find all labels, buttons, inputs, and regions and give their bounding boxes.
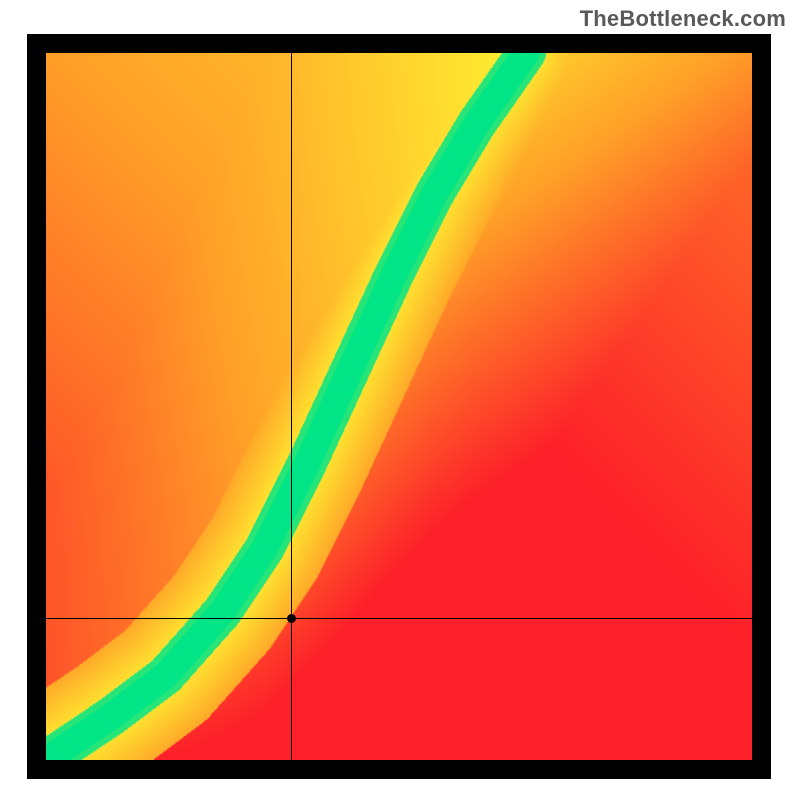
heatmap-canvas [46, 53, 752, 760]
crosshair-vertical [291, 53, 292, 760]
crosshair-horizontal [46, 618, 752, 619]
watermark-text: TheBottleneck.com [580, 6, 786, 32]
